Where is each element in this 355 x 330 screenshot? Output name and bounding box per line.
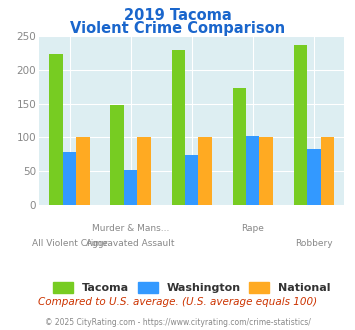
Text: Murder & Mans...: Murder & Mans... [92, 224, 169, 233]
Bar [63, 152, 76, 205]
Bar [294, 45, 307, 205]
Bar [137, 137, 151, 205]
Text: Aggravated Assault: Aggravated Assault [86, 239, 175, 248]
Bar [110, 105, 124, 205]
Bar [171, 50, 185, 205]
Legend: Tacoma, Washington, National: Tacoma, Washington, National [53, 282, 331, 293]
Text: 2019 Tacoma: 2019 Tacoma [124, 8, 231, 23]
Text: © 2025 CityRating.com - https://www.cityrating.com/crime-statistics/: © 2025 CityRating.com - https://www.city… [45, 318, 310, 327]
Text: Violent Crime Comparison: Violent Crime Comparison [70, 21, 285, 36]
Bar [233, 88, 246, 205]
Bar [124, 170, 137, 205]
Bar [49, 54, 63, 205]
Bar [307, 149, 321, 205]
Bar [198, 137, 212, 205]
Bar [246, 136, 260, 205]
Bar [76, 137, 90, 205]
Text: Compared to U.S. average. (U.S. average equals 100): Compared to U.S. average. (U.S. average … [38, 297, 317, 307]
Text: All Violent Crime: All Violent Crime [32, 239, 108, 248]
Text: Rape: Rape [241, 224, 264, 233]
Bar [321, 137, 334, 205]
Bar [260, 137, 273, 205]
Bar [185, 155, 198, 205]
Text: Robbery: Robbery [295, 239, 333, 248]
